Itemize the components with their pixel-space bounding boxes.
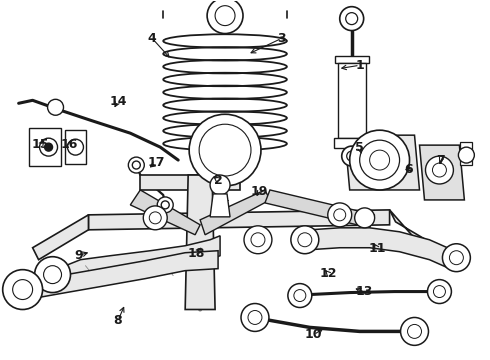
Circle shape: [298, 233, 312, 247]
Polygon shape: [140, 175, 240, 190]
Polygon shape: [200, 190, 270, 235]
Text: 18: 18: [188, 247, 205, 260]
Circle shape: [291, 226, 319, 254]
Text: 13: 13: [356, 285, 373, 298]
Circle shape: [355, 208, 375, 228]
Circle shape: [334, 209, 346, 221]
Circle shape: [442, 244, 470, 272]
Circle shape: [199, 124, 251, 176]
Circle shape: [434, 285, 445, 298]
Text: 8: 8: [114, 314, 122, 327]
Text: 2: 2: [214, 174, 222, 186]
Text: 5: 5: [355, 141, 364, 154]
Polygon shape: [66, 236, 220, 285]
Circle shape: [433, 163, 446, 177]
Circle shape: [251, 233, 265, 247]
Polygon shape: [33, 251, 218, 298]
Circle shape: [346, 13, 358, 24]
Circle shape: [408, 324, 421, 338]
Circle shape: [449, 251, 464, 265]
Circle shape: [45, 143, 52, 151]
Text: 19: 19: [251, 185, 269, 198]
Circle shape: [294, 289, 306, 302]
Text: 9: 9: [74, 249, 83, 262]
Text: 10: 10: [305, 328, 322, 341]
Circle shape: [207, 0, 243, 33]
Circle shape: [132, 161, 140, 169]
Circle shape: [143, 206, 167, 230]
Polygon shape: [338, 63, 366, 138]
Circle shape: [400, 318, 428, 345]
Polygon shape: [335, 57, 368, 63]
Circle shape: [347, 151, 357, 161]
Text: 7: 7: [436, 154, 445, 167]
Circle shape: [328, 203, 352, 227]
Circle shape: [210, 175, 230, 195]
Circle shape: [244, 226, 272, 254]
Circle shape: [340, 7, 364, 31]
Circle shape: [241, 303, 269, 332]
Text: 15: 15: [32, 138, 49, 151]
Polygon shape: [210, 194, 230, 217]
Text: 6: 6: [404, 163, 413, 176]
Circle shape: [458, 147, 474, 163]
Circle shape: [2, 270, 43, 310]
Circle shape: [128, 157, 144, 173]
Circle shape: [427, 280, 451, 303]
Circle shape: [369, 150, 390, 170]
Text: 12: 12: [319, 267, 337, 280]
Circle shape: [48, 99, 64, 115]
Circle shape: [288, 284, 312, 307]
Circle shape: [215, 6, 235, 26]
Text: 17: 17: [147, 156, 165, 169]
Circle shape: [342, 146, 362, 166]
Circle shape: [68, 139, 83, 155]
Polygon shape: [89, 210, 390, 230]
Polygon shape: [65, 130, 86, 164]
Circle shape: [13, 280, 33, 300]
Polygon shape: [310, 228, 447, 268]
Text: 3: 3: [277, 32, 286, 45]
Polygon shape: [345, 135, 419, 190]
Polygon shape: [265, 190, 375, 228]
Text: 1: 1: [355, 59, 364, 72]
Polygon shape: [390, 210, 440, 260]
Polygon shape: [33, 215, 89, 260]
Circle shape: [149, 212, 161, 224]
Circle shape: [157, 197, 173, 213]
Polygon shape: [334, 138, 369, 148]
Circle shape: [360, 140, 399, 180]
Circle shape: [44, 266, 62, 284]
Circle shape: [425, 156, 453, 184]
Polygon shape: [185, 175, 215, 310]
Text: 16: 16: [60, 138, 78, 151]
Circle shape: [189, 114, 261, 186]
Circle shape: [40, 138, 57, 156]
Text: 4: 4: [148, 32, 156, 45]
Circle shape: [35, 257, 71, 293]
Circle shape: [248, 310, 262, 324]
Circle shape: [161, 201, 169, 209]
Polygon shape: [419, 145, 465, 200]
Polygon shape: [461, 142, 472, 165]
Circle shape: [350, 130, 410, 190]
Polygon shape: [130, 190, 200, 235]
Polygon shape: [28, 128, 61, 166]
Text: 14: 14: [109, 95, 127, 108]
Text: 11: 11: [368, 242, 386, 255]
